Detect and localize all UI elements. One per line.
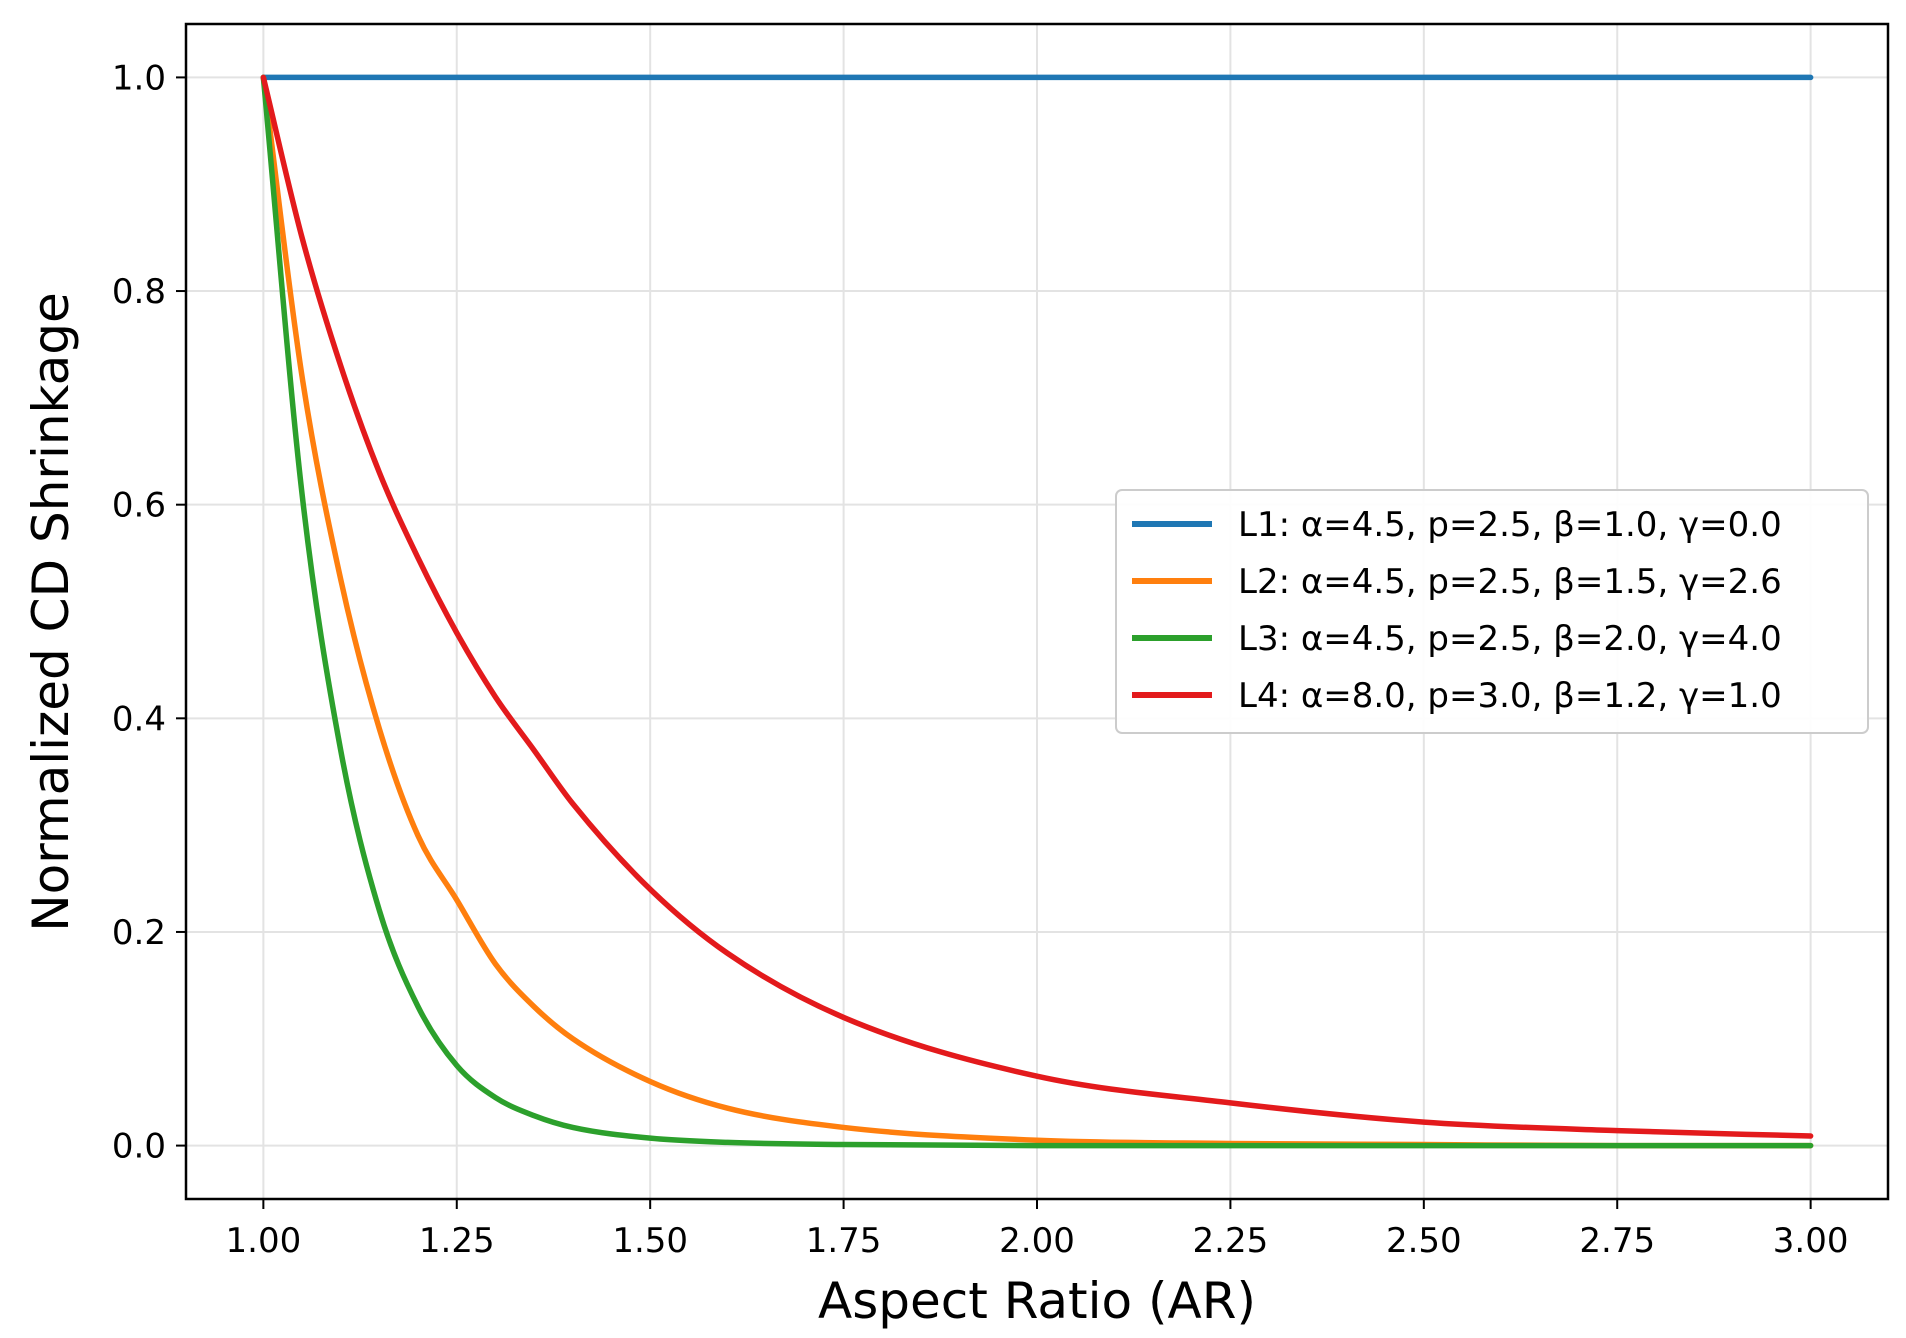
x-axis-label: Aspect Ratio (AR) <box>818 1272 1256 1330</box>
x-tick-label: 1.00 <box>226 1221 302 1261</box>
x-tick-label: 1.50 <box>612 1221 688 1261</box>
y-tick-label: 0.4 <box>112 699 166 739</box>
y-tick-label: 0.6 <box>112 486 166 526</box>
x-axis-ticks: 1.00 1.25 1.50 1.75 2.00 2.25 2.50 2.75 3.00 <box>226 1199 1849 1261</box>
series-layer <box>260 74 1814 1149</box>
x-tick-label: 1.75 <box>806 1221 882 1261</box>
y-axis-ticks: 0.0 0.2 0.4 0.6 0.8 1.0 <box>112 58 186 1167</box>
y-axis-label: Normalized CD Shrinkage <box>22 292 80 932</box>
y-tick-label: 0.2 <box>112 913 166 953</box>
x-tick-label: 2.75 <box>1579 1221 1655 1261</box>
legend-box <box>1115 489 1869 734</box>
legend-items: L1: α=4.5, p=2.5, β=1.0, γ=0.0 L2: α=4.5,… <box>1132 505 1782 716</box>
legend-label-l2: L2: α=4.5, p=2.5, β=1.5, γ=2.6 <box>1238 562 1782 602</box>
y-tick-label: 1.0 <box>112 58 166 98</box>
legend-label-l3: L3: α=4.5, p=2.5, β=2.0, γ=4.0 <box>1238 619 1782 659</box>
x-tick-label: 2.50 <box>1386 1221 1462 1261</box>
x-tick-label: 1.25 <box>419 1221 495 1261</box>
x-tick-label: 2.00 <box>999 1221 1075 1261</box>
x-tick-label: 2.25 <box>1193 1221 1269 1261</box>
y-tick-label: 0.8 <box>112 272 166 312</box>
legend: L1: α=4.5, p=2.5, β=1.0, γ=0.0 L2: α=4.5,… <box>1115 489 1869 734</box>
series-line-l3 <box>260 74 1814 1149</box>
legend-label-l4: L4: α=8.0, p=3.0, β=1.2, γ=1.0 <box>1238 676 1782 716</box>
y-tick-label: 0.0 <box>112 1127 166 1167</box>
x-tick-label: 3.00 <box>1773 1221 1849 1261</box>
legend-label-l1: L1: α=4.5, p=2.5, β=1.0, γ=0.0 <box>1238 505 1782 545</box>
series-line-l4 <box>260 74 1814 1139</box>
